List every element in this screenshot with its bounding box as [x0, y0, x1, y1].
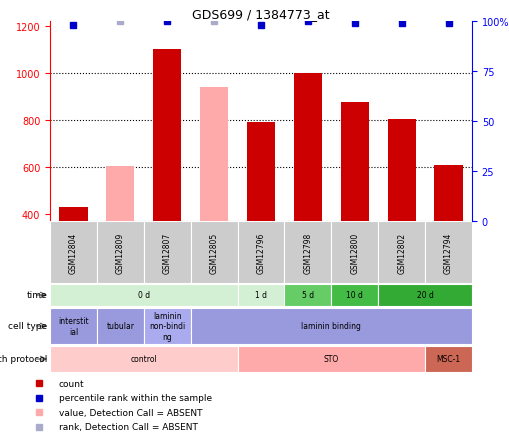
Text: 1 d: 1 d: [254, 291, 267, 300]
Bar: [50, 221, 97, 283]
Title: GDS699 / 1384773_at: GDS699 / 1384773_at: [192, 8, 329, 21]
Bar: [434, 165, 462, 221]
Bar: [293, 74, 321, 221]
Text: growth protocol: growth protocol: [0, 355, 47, 364]
Bar: [50, 309, 97, 344]
Bar: [331, 221, 378, 283]
Bar: [190, 309, 471, 344]
Bar: [378, 284, 471, 306]
Text: GSM12804: GSM12804: [69, 232, 78, 273]
Bar: [59, 207, 88, 221]
Text: GSM12800: GSM12800: [350, 232, 358, 273]
Bar: [153, 50, 181, 221]
Text: GSM12807: GSM12807: [162, 232, 172, 273]
Text: laminin binding: laminin binding: [301, 322, 360, 331]
Text: rank, Detection Call = ABSENT: rank, Detection Call = ABSENT: [59, 422, 197, 431]
Bar: [237, 284, 284, 306]
Bar: [200, 88, 228, 221]
Bar: [97, 221, 144, 283]
Text: value, Detection Call = ABSENT: value, Detection Call = ABSENT: [59, 408, 202, 417]
Bar: [425, 346, 471, 372]
Text: 10 d: 10 d: [346, 291, 362, 300]
Text: time: time: [27, 291, 47, 300]
Text: 5 d: 5 d: [301, 291, 314, 300]
Text: interstit
ial: interstit ial: [58, 316, 89, 336]
Bar: [237, 346, 425, 372]
Bar: [246, 123, 274, 221]
Text: tubular: tubular: [106, 322, 134, 331]
Bar: [284, 221, 331, 283]
Text: GSM12802: GSM12802: [397, 232, 405, 273]
Text: GSM12798: GSM12798: [303, 232, 312, 273]
Bar: [284, 284, 331, 306]
Bar: [190, 221, 237, 283]
Text: GSM12809: GSM12809: [116, 232, 125, 273]
Text: GSM12805: GSM12805: [209, 232, 218, 273]
Text: GSM12794: GSM12794: [443, 232, 452, 273]
Bar: [50, 346, 237, 372]
Text: MSC-1: MSC-1: [436, 355, 460, 364]
Text: 0 d: 0 d: [137, 291, 150, 300]
Text: GSM12796: GSM12796: [256, 232, 265, 273]
Text: cell type: cell type: [8, 322, 47, 331]
Bar: [106, 166, 134, 221]
Bar: [237, 221, 284, 283]
Bar: [144, 309, 190, 344]
Bar: [425, 221, 471, 283]
Bar: [50, 284, 237, 306]
Text: control: control: [130, 355, 157, 364]
Bar: [144, 221, 190, 283]
Bar: [378, 221, 425, 283]
Text: count: count: [59, 379, 84, 388]
Bar: [340, 103, 368, 221]
Text: 20 d: 20 d: [416, 291, 433, 300]
Bar: [331, 284, 378, 306]
Bar: [97, 309, 144, 344]
Text: percentile rank within the sample: percentile rank within the sample: [59, 393, 211, 402]
Text: laminin
non-bindi
ng: laminin non-bindi ng: [149, 311, 185, 341]
Bar: [387, 119, 415, 221]
Text: STO: STO: [323, 355, 338, 364]
